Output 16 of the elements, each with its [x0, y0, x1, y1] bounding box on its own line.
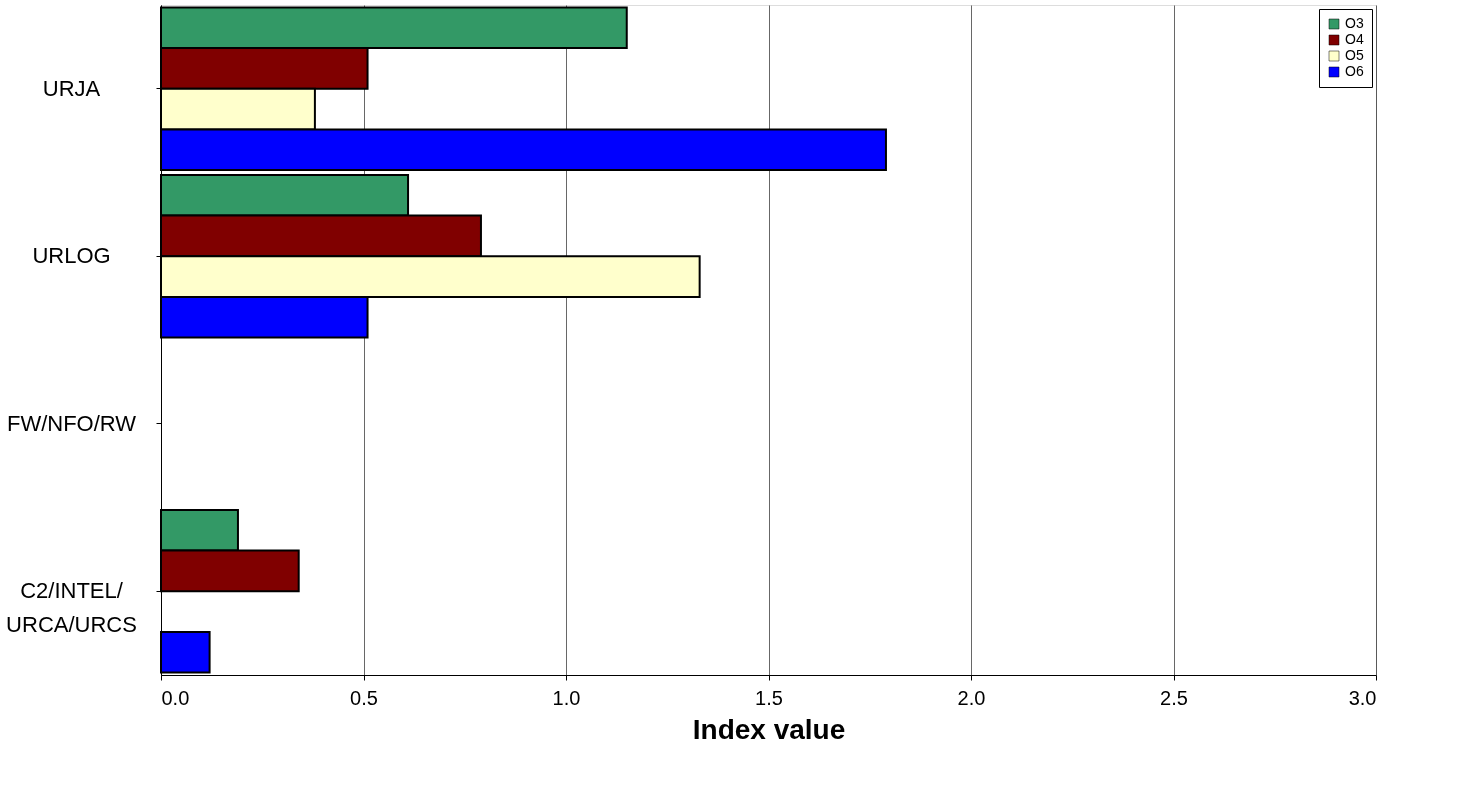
x-tick-label: 3.0: [1348, 686, 1377, 709]
legend-label: O5: [1345, 47, 1364, 63]
y-tick-label: FW/NFO/RW: [6, 410, 137, 436]
legend-label: O4: [1345, 31, 1364, 47]
x-tick-label: 0.5: [350, 686, 378, 709]
y-tick-label: URJA: [42, 75, 101, 101]
x-tick-label: 2.5: [1160, 686, 1188, 709]
y-tick-label: URLOG: [32, 243, 111, 269]
x-tick-label: 2.0: [957, 686, 986, 709]
y-tick-label: C2/INTEL/ URCA/URCS: [6, 578, 137, 638]
x-axis-title: Index value: [692, 713, 846, 745]
legend-label: O6: [1345, 63, 1364, 79]
x-tick-label: 1.5: [755, 686, 783, 709]
x-tick-label: 1.0: [552, 686, 581, 709]
legend-label: O3: [1345, 15, 1364, 31]
x-tick-label: 0.0: [161, 686, 190, 709]
